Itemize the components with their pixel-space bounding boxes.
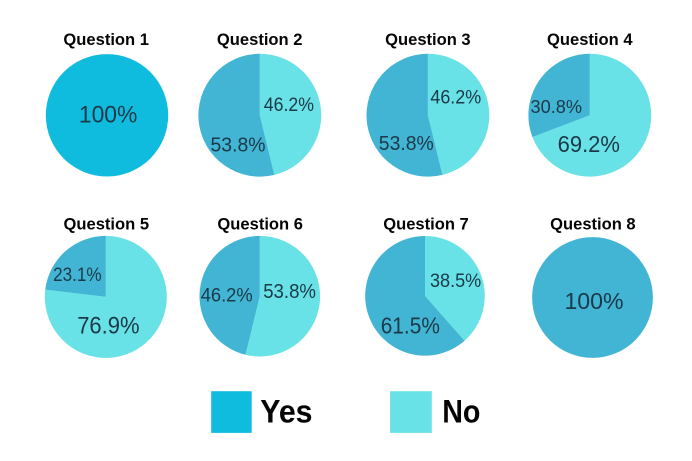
svg-text:69.2%: 69.2% <box>558 131 620 157</box>
svg-text:38.5%: 38.5% <box>430 270 481 292</box>
svg-text:30.8%: 30.8% <box>531 96 583 117</box>
svg-text:46.2%: 46.2% <box>430 86 481 108</box>
svg-text:23.1%: 23.1% <box>53 265 102 286</box>
svg-text:Question 2: Question 2 <box>217 31 303 49</box>
svg-text:53.8%: 53.8% <box>379 133 434 155</box>
svg-text:53.8%: 53.8% <box>211 134 266 156</box>
svg-text:No: No <box>442 394 480 430</box>
svg-text:46.2%: 46.2% <box>201 285 253 307</box>
svg-text:100%: 100% <box>79 102 138 129</box>
svg-text:100%: 100% <box>564 288 623 314</box>
svg-text:Question 7: Question 7 <box>383 215 469 233</box>
svg-text:61.5%: 61.5% <box>381 312 440 338</box>
svg-text:Question 1: Question 1 <box>63 31 149 49</box>
svg-text:Question 3: Question 3 <box>385 31 471 49</box>
svg-text:Question 4: Question 4 <box>547 31 633 49</box>
svg-text:Question 8: Question 8 <box>550 215 636 233</box>
svg-text:Question 5: Question 5 <box>64 215 150 233</box>
svg-text:Question 6: Question 6 <box>217 215 303 233</box>
svg-text:46.2%: 46.2% <box>264 94 314 116</box>
svg-text:76.9%: 76.9% <box>77 312 139 339</box>
svg-text:53.8%: 53.8% <box>263 281 316 303</box>
svg-text:Yes: Yes <box>260 394 312 430</box>
